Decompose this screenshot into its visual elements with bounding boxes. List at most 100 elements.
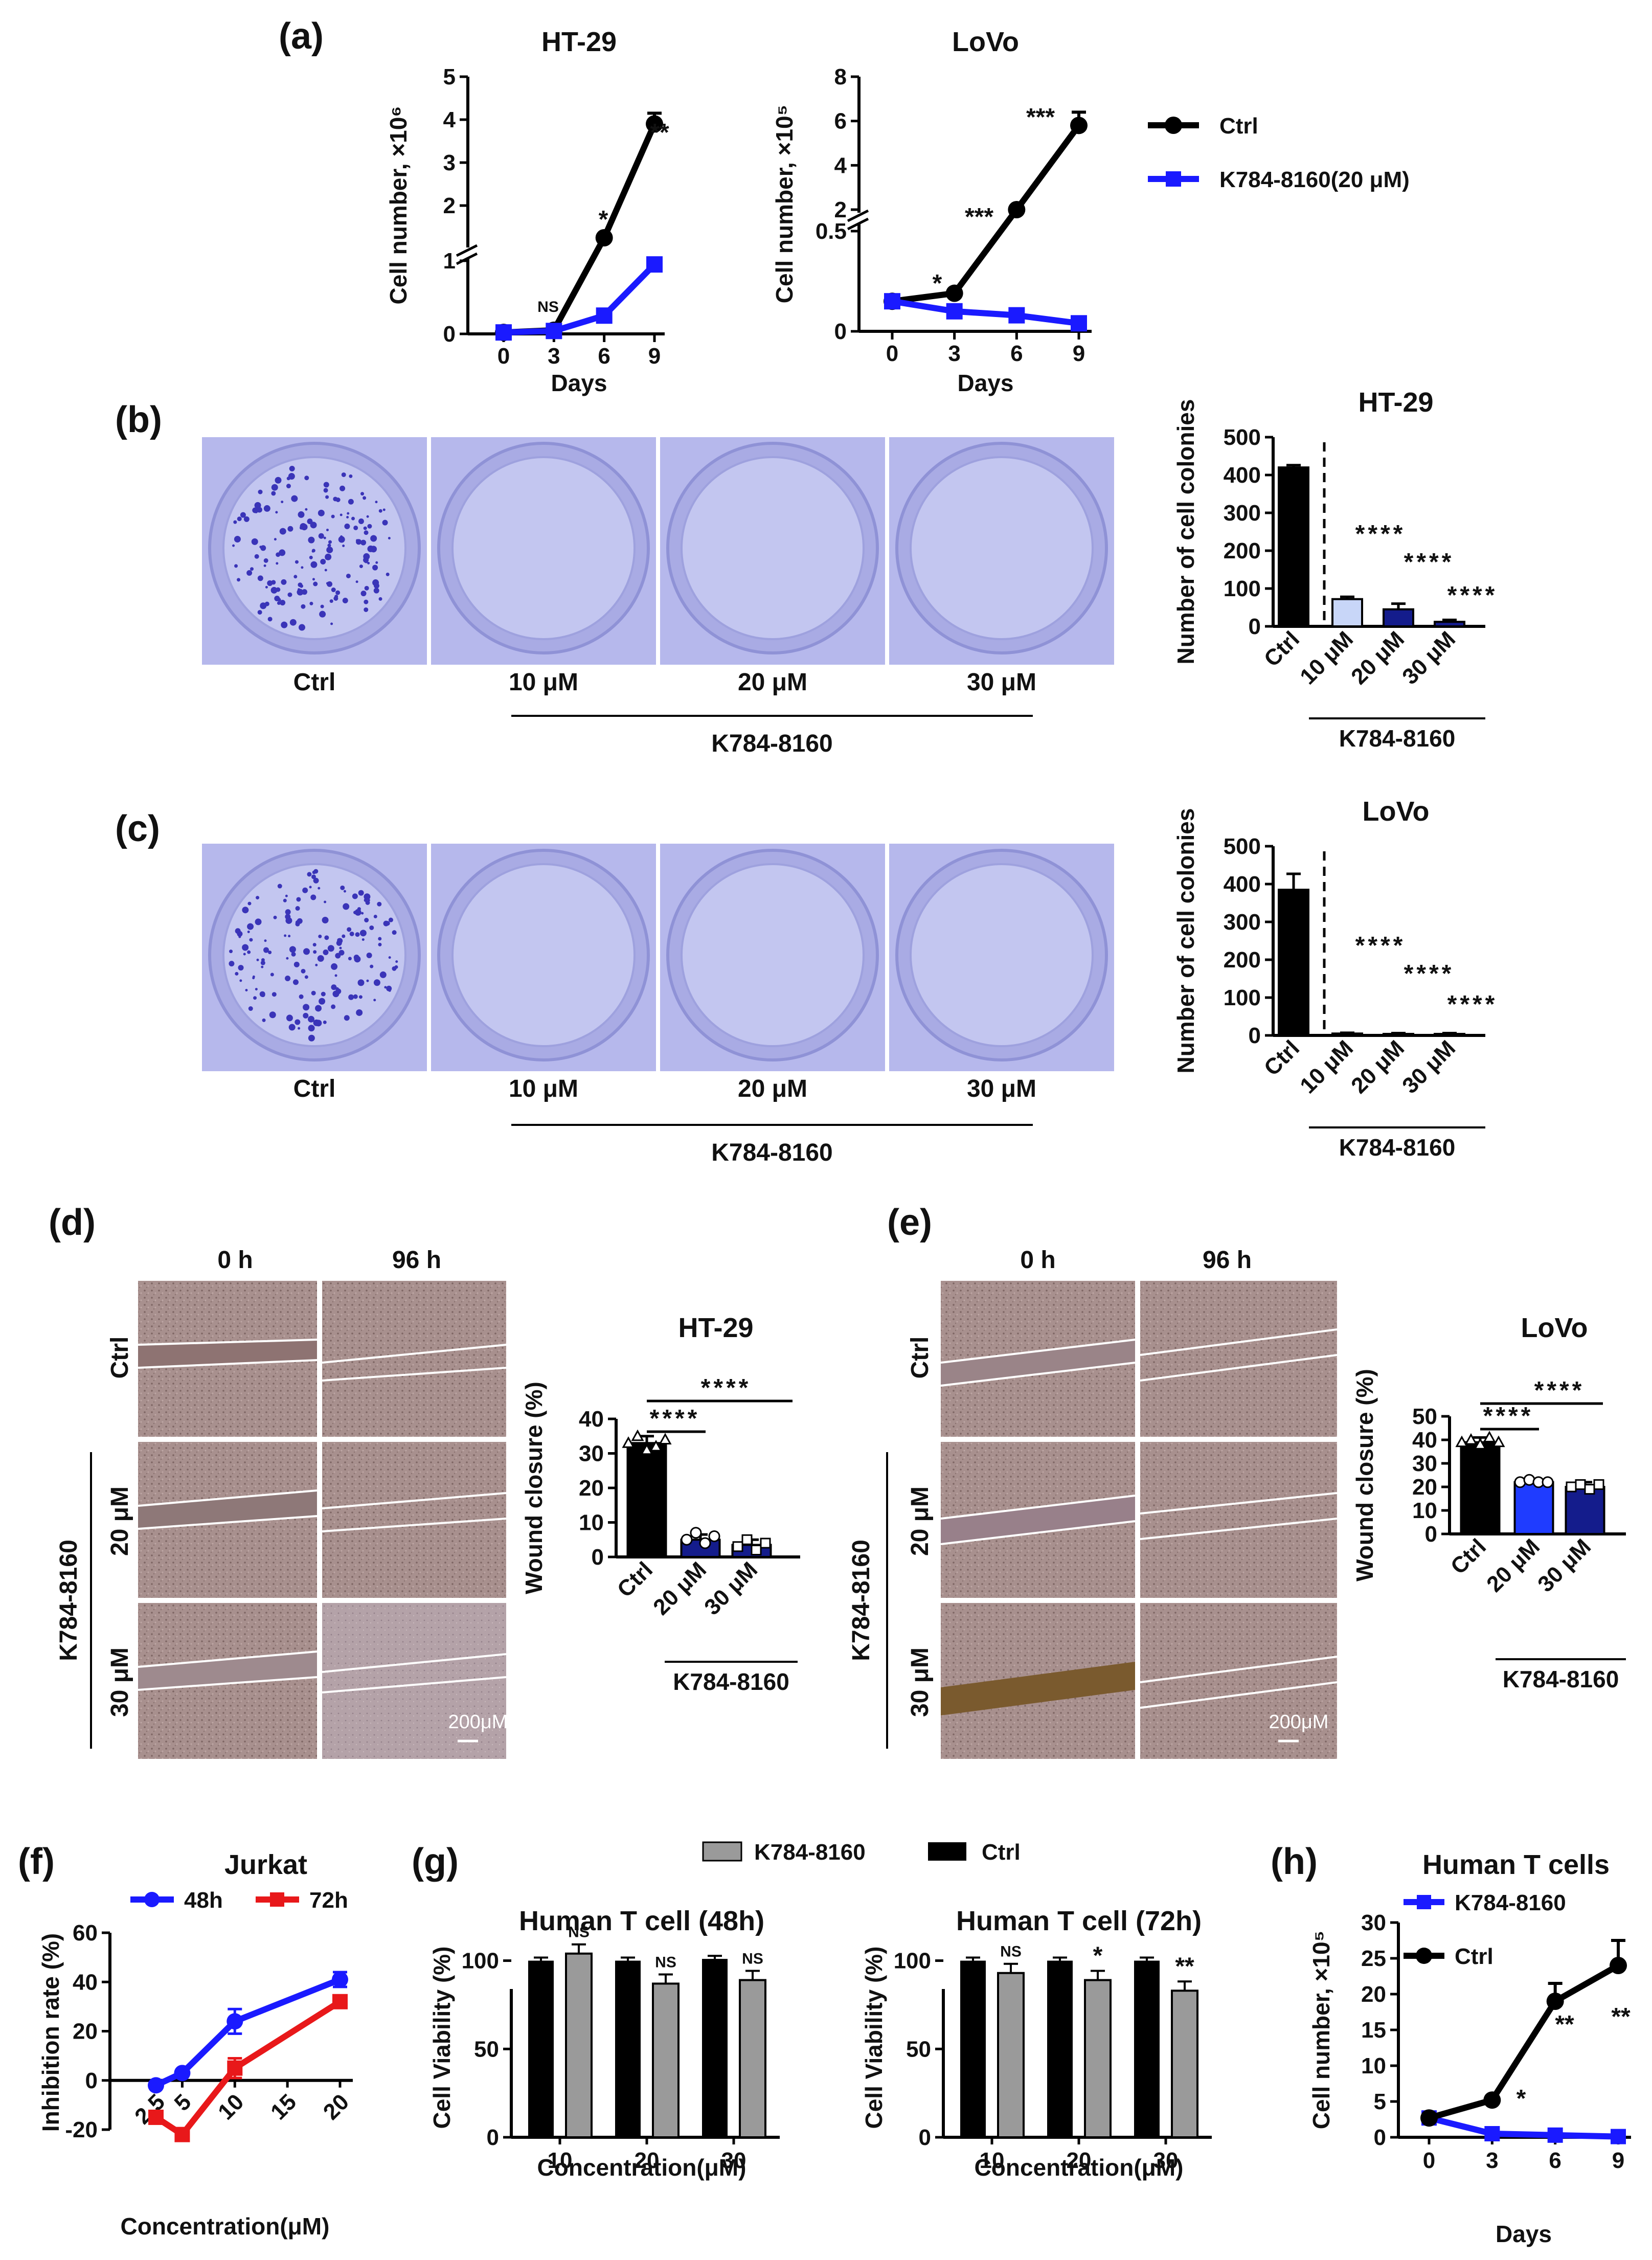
legend-a-treat-marker: [1166, 171, 1181, 187]
wells-c-colony: [304, 975, 308, 979]
h-series-0-point: [1611, 2129, 1626, 2144]
wells-c-colony: [293, 961, 300, 967]
wells-c-colony: [242, 907, 249, 914]
wells-c-colony: [378, 937, 382, 941]
a1-series-1-point: [546, 323, 562, 340]
g2-title: Human T cell (72h): [956, 1906, 1202, 1936]
a2-series-0-point: [1008, 201, 1026, 218]
g1-xtick-label: 10: [548, 2148, 573, 2173]
wells-c-colony: [364, 898, 368, 902]
e-category-label: 20 μM: [1482, 1534, 1545, 1597]
legend-a: Ctrl K784-8160(20 μM): [1148, 114, 1410, 192]
wells-c-colony: [261, 958, 265, 962]
wells-c-colony: [395, 960, 398, 963]
wells-b-colony: [304, 476, 309, 481]
wells-c-colony: [318, 934, 322, 938]
wells-b-colony: [295, 560, 299, 564]
a2-ytick-label: 8: [834, 64, 847, 89]
wells-c-colony: [361, 938, 365, 941]
wells-b-colony: [325, 553, 332, 560]
h-y-label: Cell number, ×10⁵: [1308, 1931, 1334, 2129]
wells-b-colony: [232, 544, 235, 547]
e-bar-2-point: [1593, 1479, 1604, 1490]
wells-b-colony: [311, 549, 315, 553]
g2-ytick-label: 100: [894, 1949, 931, 1974]
a2-xtick-label: 0: [886, 341, 898, 366]
e-bar-0-point: [1492, 1435, 1505, 1448]
h-series-1-point: [1483, 2091, 1501, 2109]
a2-series-1-point: [1071, 315, 1087, 332]
wells-c-well: [910, 863, 1094, 1047]
wells-b-colony: [364, 599, 369, 604]
legend-g-treat-label: K784-8160: [754, 1840, 866, 1865]
g1-xtick-label: 30: [721, 2148, 746, 2173]
wells-b-colony: [373, 587, 379, 594]
a1-series-0-point: [646, 115, 663, 133]
wells-c-colony: [353, 955, 359, 961]
wells-c-colony: [256, 958, 259, 961]
g1-annotation: NS: [568, 1924, 590, 1941]
b-ytick-label: 400: [1224, 463, 1261, 488]
g1-ytick-label: 50: [474, 2037, 499, 2062]
g2-ctrl-bar-0: [960, 1960, 986, 2137]
c-category-label: Ctrl: [1259, 1035, 1304, 1080]
c-ytick-label: 100: [1224, 985, 1261, 1010]
chart-h-tcells: Human T cells 0 5 10 15 20 25 30 0 3 6 9 Days Cell nu…: [1308, 1849, 1631, 2247]
plate-b-group-label: K784-8160: [711, 730, 833, 757]
wells-b-colony: [275, 511, 278, 514]
h-series-0-line: [1428, 2115, 1619, 2140]
wells-c-colony: [307, 872, 312, 877]
a2-break-mark-2: [847, 217, 869, 231]
wells-c-well: [222, 863, 406, 1047]
wells-b-colony: [291, 495, 298, 502]
a2-annotation: ***: [965, 204, 993, 231]
chart-c-colonies-lovo: LoVo 0 100 200 300 400 500 Number of cell colon…: [1172, 796, 1495, 1161]
f-xtick-label: 15: [266, 2089, 301, 2125]
g2-x-label: Concentration(μM): [975, 2154, 1184, 2181]
e-bar-0-point: [1464, 1433, 1478, 1445]
wells-c-colony: [243, 953, 246, 956]
g1-title: Human T cell (48h): [519, 1906, 764, 1936]
a2-series-0-point: [945, 284, 963, 302]
a1-ytick-label: 2: [443, 193, 456, 218]
wells-b-colony: [289, 619, 297, 626]
wells-c-colony: [323, 1020, 327, 1024]
g2-treat-bar-1: [1084, 1979, 1112, 2138]
g1-y-label: Cell Viability (%): [428, 1946, 455, 2129]
wells-c-colony: [373, 915, 377, 919]
wells-b-colony: [257, 575, 263, 581]
wells-b-colony: [329, 599, 333, 603]
h-legend-treat-label: K784-8160: [1455, 1890, 1566, 1915]
panel-label-e: (e): [887, 1202, 932, 1243]
e-annotation: ****: [1483, 1403, 1534, 1430]
f-ytick-label: 40: [73, 1970, 98, 1995]
wells-c-colony: [273, 915, 277, 919]
f-xtick-label: 20: [319, 2089, 354, 2125]
plate-b-label-ctrl: Ctrl: [293, 669, 336, 696]
h-series-1-line: [1428, 1962, 1620, 2121]
wells-b-colony: [237, 516, 242, 522]
wells-b-colony: [388, 537, 391, 540]
wells-c-colony: [303, 1012, 309, 1019]
wells-b-colony: [333, 496, 338, 502]
wells-b-colony: [355, 580, 358, 583]
wells-c-colony: [264, 939, 267, 942]
wells-b-colony: [328, 540, 332, 544]
wells-c-colony: [285, 909, 291, 915]
panel-label-c: (c): [115, 808, 160, 849]
wells-b-colony: [310, 522, 317, 529]
h-series-1-point: [1546, 1993, 1564, 2010]
wells-b-colony: [366, 515, 369, 518]
wells-b-colony: [340, 485, 346, 491]
f-legend-72h-label: 72h: [309, 1888, 348, 1913]
wells-c-colony: [247, 950, 251, 954]
wells-c-colony: [358, 995, 363, 999]
g1-xtick-label: 20: [635, 2148, 660, 2173]
e-group-label: K784-8160: [1503, 1666, 1619, 1692]
h-legend-treat-marker: [1417, 1895, 1431, 1909]
wells-b-colony: [340, 513, 343, 516]
wells-b-colony: [267, 617, 273, 622]
